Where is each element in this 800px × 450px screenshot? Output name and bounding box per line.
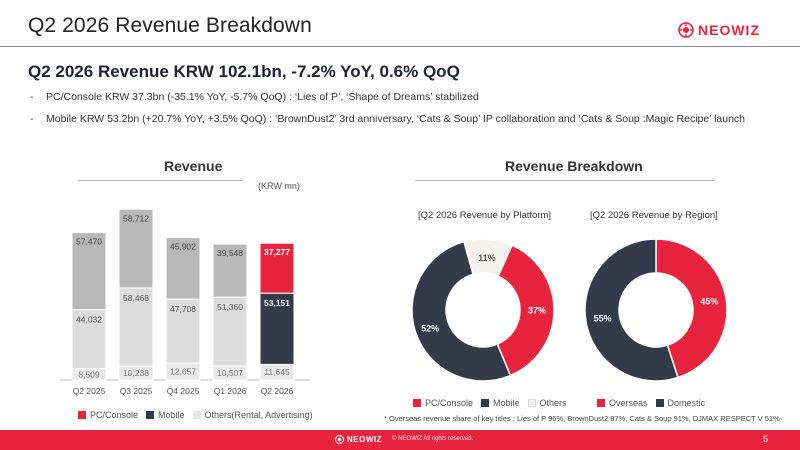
- bullet-text: PC/Console KRW 37.3bn (-35.1% YoY, -5.7%…: [46, 91, 479, 103]
- footer-brand: NEOWIZ: [335, 435, 382, 444]
- donut-data-label: 37%: [528, 306, 546, 316]
- brand-logo: NEOWIZ: [678, 22, 760, 38]
- legend-item-pc-console: PC/Console: [413, 398, 473, 408]
- bar-segment-pc-console: [212, 243, 248, 298]
- bar-data-label: 12,657: [170, 367, 196, 377]
- page-number: 5: [762, 434, 768, 444]
- neowiz-logo-icon: [678, 22, 694, 38]
- legend-item-others: Others(Rental, Advertising): [192, 410, 313, 420]
- platform-pie-title: [Q2 2026 Revenue by Platform]: [418, 210, 552, 221]
- donut-slice-others: [463, 238, 513, 278]
- revenue-donut-charts: 37% 52% 11% 45% 55%: [411, 238, 728, 382]
- x-tick-label: Q1 2026: [214, 386, 247, 396]
- bar-data-label: 57,470: [76, 237, 102, 247]
- legend-swatch: [655, 399, 664, 407]
- bar-segment-mobile: [165, 298, 201, 364]
- bar-data-label: 10,507: [217, 368, 243, 378]
- headline: Q2 2026 Revenue KRW 102.1bn, -7.2% YoY, …: [28, 62, 460, 81]
- donut-data-label: 45%: [700, 297, 718, 307]
- donut-data-label: 55%: [594, 313, 612, 323]
- donut-data-label: 52%: [421, 323, 439, 333]
- bar-data-label: 44,032: [76, 315, 102, 325]
- legend-label: PC/Console: [90, 410, 139, 420]
- revenue-section-rule: [78, 180, 243, 181]
- legend-label: Others: [539, 398, 567, 408]
- revenue-section-title: Revenue: [164, 158, 223, 174]
- bullet-text: Mobile KRW 53.2bn (+20.7% YoY, +3.5% QoQ…: [46, 113, 746, 125]
- bar-segment-mobile: [71, 309, 107, 370]
- bar-segment-mobile: [212, 296, 248, 367]
- bar-data-label: 58,712: [123, 213, 149, 223]
- bar-segment-mobile: [259, 292, 295, 365]
- platform-pie-legend: PC/Console Mobile Others: [413, 398, 567, 408]
- bar-chart-legend: PC/Console Mobile Others(Rental, Adverti…: [78, 410, 313, 420]
- bar-data-label: 53,151: [264, 298, 290, 308]
- legend-label: PC/Console: [425, 398, 474, 408]
- donut-slice-domestic: [584, 238, 679, 382]
- legend-item-mobile: Mobile: [481, 398, 520, 408]
- revenue-bar-chart: 8,509 44,032 57,470 Q2 2025 10,238 58,468 58,7…: [60, 208, 310, 396]
- donut-slice-mobile: [411, 240, 512, 382]
- legend-swatch: [146, 411, 155, 419]
- page-title: Q2 2026 Revenue Breakdown: [28, 14, 312, 37]
- bar-data-label: 8,509: [78, 369, 100, 379]
- bar-segment-pc-console: [118, 208, 154, 289]
- brand-name: NEOWIZ: [698, 22, 760, 38]
- region-donut: 45% 55%: [584, 238, 728, 382]
- bullet-marker: -: [30, 91, 34, 103]
- bar-data-label: 39,548: [217, 248, 243, 258]
- legend-label: Domestic: [667, 398, 706, 408]
- legend-swatch: [481, 399, 490, 407]
- region-pie-title: [Q2 2026 Revenue by Region]: [590, 210, 718, 221]
- legend-item-mobile: Mobile: [146, 410, 185, 420]
- legend-swatch: [78, 411, 86, 419]
- x-tick-label: Q2 2025: [73, 386, 106, 396]
- bullet-pc-console: - PC/Console KRW 37.3bn (-35.1% YoY, -5.7…: [30, 91, 479, 103]
- bar-data-label: 51,360: [217, 302, 243, 312]
- footer-copyright: © NEOWIZ All rights reserved.: [392, 436, 474, 442]
- donut-data-label: 11%: [478, 253, 496, 263]
- legend-item-domestic: Domestic: [655, 398, 706, 408]
- bar-data-label: 10,238: [123, 368, 149, 378]
- legend-swatch: [597, 399, 605, 407]
- x-tick-label: Q4 2025: [167, 386, 200, 396]
- breakdown-section-rule: [415, 180, 715, 181]
- bar-data-label: 11,645: [264, 367, 290, 377]
- bar-segment-pc-console: [165, 237, 201, 300]
- legend-label: Mobile: [493, 398, 520, 408]
- bar-data-label: 37,277: [264, 247, 290, 257]
- bar-segment-mobile: [118, 287, 154, 367]
- donut-slice-pc-console: [496, 244, 555, 377]
- legend-label: Overseas: [609, 398, 648, 408]
- legend-item-pc-console: PC/Console: [78, 410, 138, 420]
- platform-donut: 37% 52% 11%: [411, 238, 555, 382]
- breakdown-section-title: Revenue Breakdown: [505, 158, 643, 174]
- legend-swatch: [527, 399, 536, 407]
- legend-label: Mobile: [158, 410, 185, 420]
- bar-data-label: 47,708: [170, 304, 196, 314]
- x-tick-label: Q2 2026: [261, 386, 294, 396]
- footnote: * Overseas revenue share of key titles :…: [384, 414, 780, 423]
- donut-slice-overseas: [655, 238, 728, 379]
- bar-data-label: 45,902: [170, 242, 196, 252]
- legend-item-others: Others: [527, 398, 567, 408]
- unit-label: (KRW mn): [258, 181, 300, 191]
- neowiz-logo-icon: [335, 435, 344, 444]
- bullet-mobile: - Mobile KRW 53.2bn (+20.7% YoY, +3.5% Qo…: [30, 113, 745, 125]
- title-divider: [0, 46, 800, 47]
- x-tick-label: Q3 2025: [120, 386, 153, 396]
- bar-data-label: 58,468: [123, 293, 149, 303]
- legend-swatch: [192, 411, 201, 419]
- bullet-marker: -: [30, 113, 34, 125]
- legend-label: Others(Rental, Advertising): [204, 410, 313, 420]
- footer-brand-name: NEOWIZ: [347, 435, 382, 444]
- footer-bar: NEOWIZ © NEOWIZ All rights reserved. 5: [0, 430, 800, 450]
- legend-item-overseas: Overseas: [597, 398, 648, 408]
- region-pie-legend: Overseas Domestic: [597, 398, 705, 408]
- legend-swatch: [413, 399, 421, 407]
- bar-segment-pc-console: [71, 232, 107, 311]
- bar-segment-pc-console: [259, 242, 295, 294]
